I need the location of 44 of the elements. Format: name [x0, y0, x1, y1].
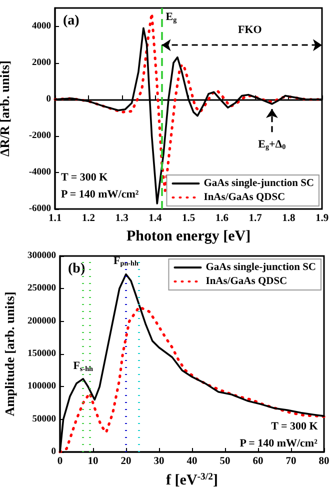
y-tick-label: -6000	[28, 204, 52, 214]
y-axis-title: Amplitude [arb. units]	[2, 292, 17, 416]
legend-label: GaAs single-junction SC	[204, 178, 314, 189]
legend-label: InAs/GaAs QDSC	[204, 192, 286, 203]
x-tick-label: 1.1	[48, 213, 62, 224]
x-tick-label: 1.7	[248, 213, 262, 224]
y-tick-label: 0	[46, 94, 52, 104]
y-tick-label: -2000	[28, 130, 52, 141]
x-tick-label: 1.5	[182, 213, 196, 224]
legend-label: GaAs single-junction SC	[206, 262, 316, 273]
x-tick-label: 80	[318, 456, 330, 467]
x-tick-label: 1.8	[282, 213, 296, 224]
x-tick-label: 1.9	[315, 213, 329, 224]
x-tick-label: 1.6	[215, 213, 228, 224]
annotation: P = 140 mW/cm²	[61, 188, 140, 200]
x-tick-label: 60	[252, 456, 264, 467]
y-tick-label: 0	[51, 447, 56, 457]
x-tick-label: 1.3	[115, 213, 128, 224]
y-tick-label: 150000	[28, 349, 56, 359]
y-tick-label: 200000	[28, 316, 56, 326]
legend-label: InAs/GaAs QDSC	[206, 276, 288, 287]
y-tick-label: 4000	[32, 21, 52, 32]
x-tick-label: 70	[286, 456, 296, 467]
x-tick-label: 1.4	[148, 213, 162, 224]
x-axis-title: Photon energy [eV]	[126, 228, 251, 244]
x-tick-label: 40	[186, 456, 198, 467]
y-tick-label: 300000	[28, 251, 56, 261]
y-axis-title: ΔR/R [arb. units]	[0, 60, 12, 156]
x-tick-label: 10	[88, 456, 98, 467]
annotation: T = 300 K	[271, 420, 318, 432]
y-tick-label: 250000	[28, 284, 56, 294]
chart-title: (b)	[68, 262, 86, 276]
y-tick-label: 100000	[28, 382, 56, 392]
x-tick-label: 30	[154, 456, 164, 467]
x-tick-label: 50	[220, 456, 230, 467]
x-tick-label: 20	[120, 456, 132, 467]
y-tick-label: 2000	[32, 58, 52, 68]
annotation: FKO	[238, 24, 262, 36]
annotation: T = 300 K	[61, 172, 108, 184]
x-tick-label: 1.2	[82, 213, 95, 224]
y-tick-label: 50000	[32, 414, 56, 424]
y-tick-label: -4000	[28, 167, 52, 178]
chart-title: (a)	[63, 14, 80, 28]
annotation: P = 140 mW/cm²	[240, 438, 318, 450]
